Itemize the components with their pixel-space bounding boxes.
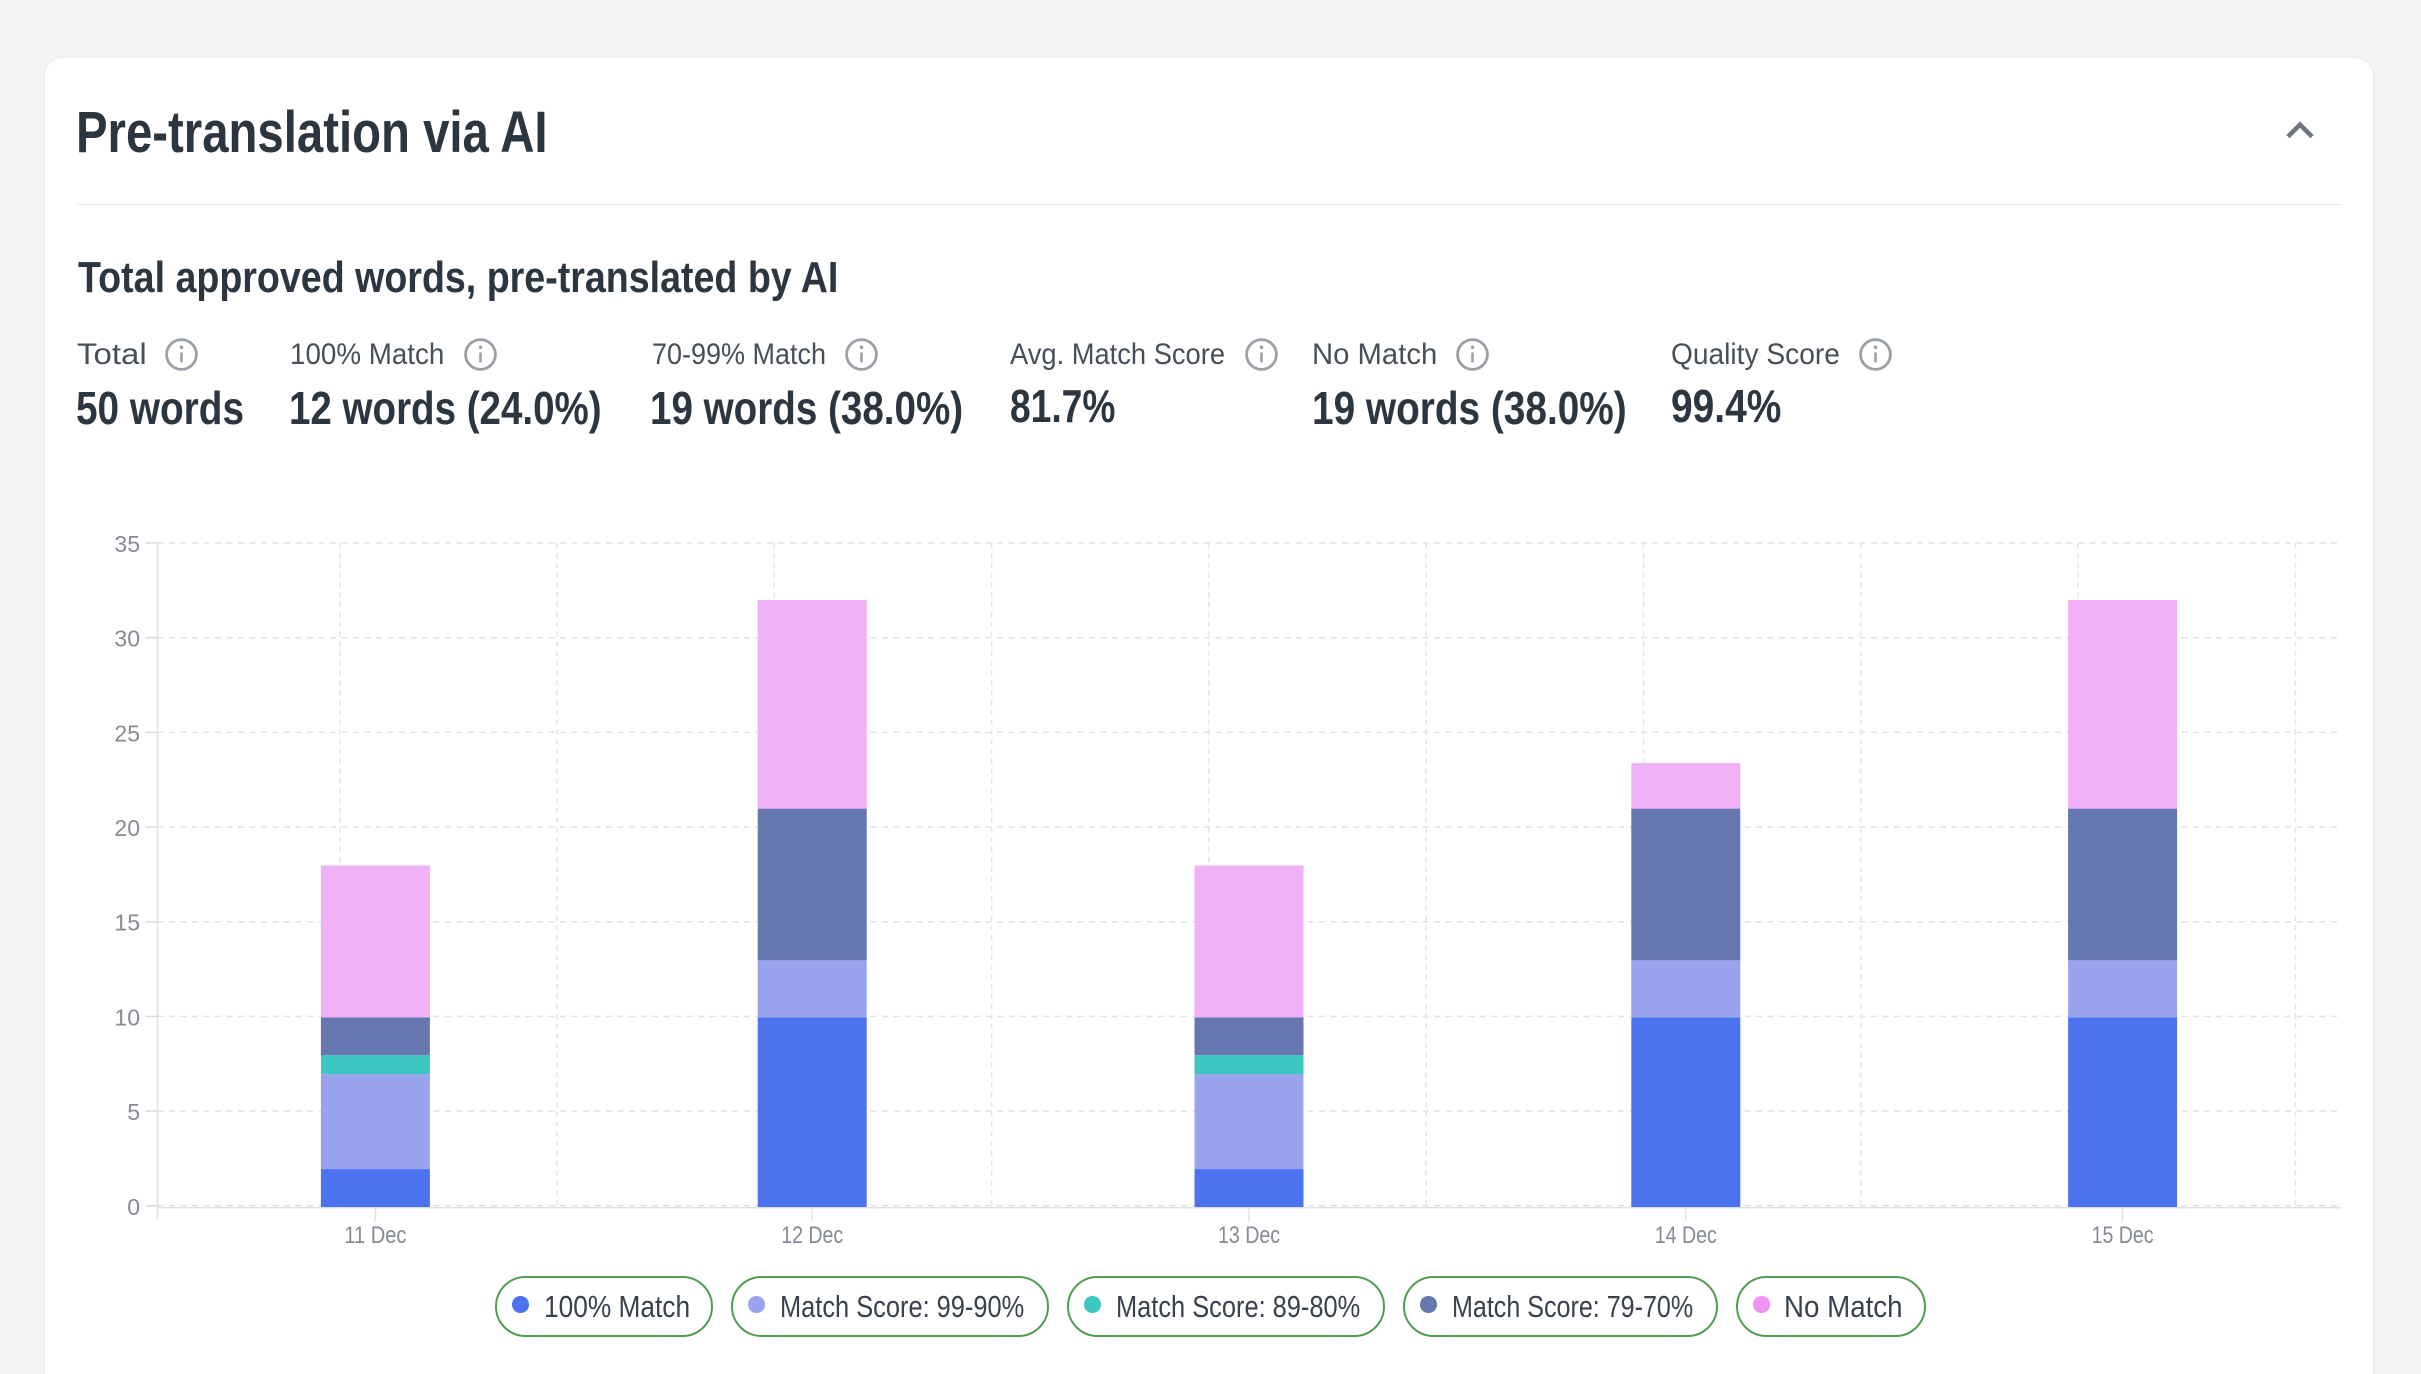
svg-text:20: 20 bbox=[114, 815, 140, 841]
svg-text:14 Dec: 14 Dec bbox=[1655, 1222, 1717, 1249]
svg-text:0: 0 bbox=[127, 1194, 140, 1220]
svg-text:13 Dec: 13 Dec bbox=[1218, 1222, 1280, 1249]
svg-text:35: 35 bbox=[114, 531, 140, 557]
svg-text:12 Dec: 12 Dec bbox=[781, 1222, 843, 1249]
svg-text:25: 25 bbox=[114, 720, 140, 746]
svg-text:5: 5 bbox=[127, 1099, 140, 1125]
svg-text:30: 30 bbox=[114, 626, 140, 652]
svg-text:15 Dec: 15 Dec bbox=[2092, 1222, 2154, 1249]
svg-text:11 Dec: 11 Dec bbox=[344, 1222, 406, 1249]
svg-text:10: 10 bbox=[114, 1004, 140, 1030]
svg-text:15: 15 bbox=[114, 910, 140, 936]
